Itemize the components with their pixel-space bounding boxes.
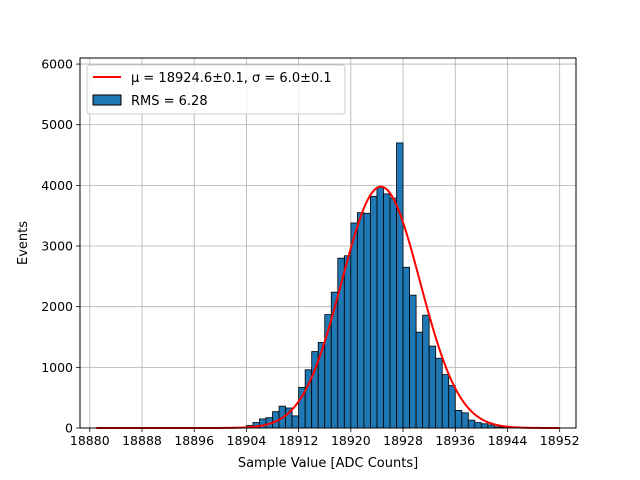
y-tick-label: 0	[65, 421, 73, 436]
y-axis-ticks: 0 1000 2000 3000 4000 5000 6000	[41, 57, 80, 436]
histogram-bar	[461, 412, 469, 429]
y-axis-label: Events	[16, 221, 31, 265]
histogram-bar	[428, 345, 437, 429]
histogram-bar	[402, 266, 410, 429]
y-tick-label: 2000	[41, 299, 73, 314]
x-tick-label: 18928	[383, 433, 423, 448]
histogram-bars	[246, 142, 515, 429]
histogram-bar	[370, 195, 378, 429]
histogram-bar	[480, 423, 489, 429]
histogram-bar	[396, 142, 404, 429]
histogram-bar	[441, 374, 450, 429]
histogram-bar	[383, 193, 391, 429]
x-tick-label: 18888	[122, 433, 162, 448]
legend-box	[86, 64, 346, 115]
histogram-bar	[454, 410, 463, 429]
y-tick-label: 6000	[41, 57, 73, 72]
legend: μ = 18924.6±0.1, σ = 6.0±0.1 RMS = 6.28	[86, 64, 346, 115]
histogram-bar	[422, 314, 430, 429]
histogram-bar	[343, 255, 352, 429]
histogram-bar	[409, 294, 417, 429]
y-tick-label: 5000	[41, 117, 73, 132]
histogram-bar	[291, 415, 300, 429]
y-tick-label: 4000	[41, 178, 73, 193]
y-tick-label: 1000	[41, 360, 73, 375]
plot-frame	[79, 57, 577, 429]
histogram-bar	[363, 212, 371, 429]
histogram-bar	[356, 212, 365, 429]
x-axis-ticks: 18880 18888 18896 18904 18912 18920 18928 18936…	[70, 428, 580, 448]
histogram-bar	[389, 197, 397, 429]
x-tick-label: 18936	[435, 433, 475, 448]
histogram-bar	[376, 186, 384, 429]
y-tick-label: 3000	[41, 239, 73, 254]
histogram-bar	[350, 222, 358, 429]
x-tick-label: 18952	[540, 433, 580, 448]
x-tick-label: 18944	[488, 433, 528, 448]
histogram-bar	[330, 291, 339, 429]
x-tick-label: 18896	[174, 433, 214, 448]
x-tick-label: 18904	[227, 433, 267, 448]
histogram-bar	[448, 385, 456, 429]
x-tick-label: 18912	[279, 433, 319, 448]
histogram-bar	[415, 331, 424, 429]
histogram-bar	[467, 419, 476, 429]
histogram-bar	[435, 357, 443, 429]
legend-histogram-patch	[92, 94, 122, 106]
histogram-bar	[474, 422, 482, 429]
legend-histogram-label: RMS = 6.28	[131, 94, 208, 109]
x-axis-label: Sample Value [ADC Counts]	[238, 456, 418, 471]
x-tick-label: 18880	[70, 433, 110, 448]
legend-fit-label: μ = 18924.6±0.1, σ = 6.0±0.1	[131, 71, 332, 86]
x-tick-label: 18920	[331, 433, 371, 448]
